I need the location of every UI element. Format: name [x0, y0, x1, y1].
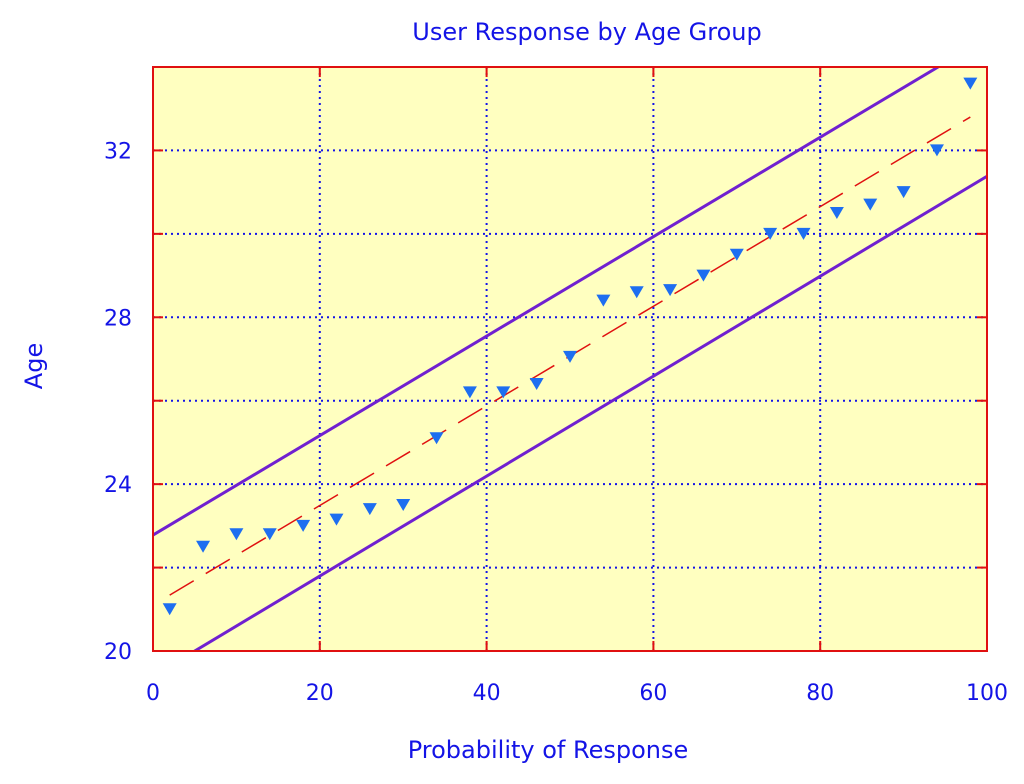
x-tick-label: 20 [306, 681, 334, 706]
data-point [162, 603, 177, 616]
plot-frame [152, 66, 988, 652]
upper-band-line [153, 67, 941, 537]
x-tick-label: 40 [473, 681, 501, 706]
plot-area: 0 20 40 60 80 100 20 24 28 32 [104, 66, 1008, 706]
data-point [629, 286, 644, 299]
data-point [929, 144, 944, 157]
y-tick-label: 32 [104, 139, 132, 164]
data-point [863, 198, 878, 211]
lower-band-line [191, 175, 987, 651]
x-axis-label: Probability of Response [408, 736, 689, 764]
data-point [596, 294, 611, 307]
data-point [729, 248, 744, 261]
y-tick-label: 24 [104, 473, 132, 498]
x-tick-label: 0 [146, 681, 160, 706]
y-tick-label: 20 [104, 640, 132, 665]
data-point [296, 519, 311, 532]
data-point [396, 499, 411, 511]
data-point [262, 528, 277, 541]
data-point [829, 207, 844, 219]
data-point [963, 77, 978, 90]
data-point [429, 432, 444, 445]
data-point [529, 378, 544, 391]
data-point [196, 540, 211, 553]
x-tick-label: 80 [806, 681, 834, 706]
data-point [462, 386, 477, 399]
chart-title: User Response by Age Group [412, 18, 761, 46]
data-point [663, 284, 678, 297]
data-point [763, 227, 778, 240]
x-tick-label: 100 [966, 681, 1008, 706]
data-point [896, 186, 911, 199]
data-point [229, 528, 244, 541]
y-tick-label: 28 [104, 306, 132, 331]
x-tick-label: 60 [639, 681, 667, 706]
data-point [563, 350, 577, 363]
data-point [496, 386, 511, 399]
y-axis-label: Age [20, 343, 48, 389]
data-point [696, 269, 711, 282]
data-point [329, 513, 344, 526]
data-point [796, 227, 811, 240]
data-point [362, 503, 377, 516]
